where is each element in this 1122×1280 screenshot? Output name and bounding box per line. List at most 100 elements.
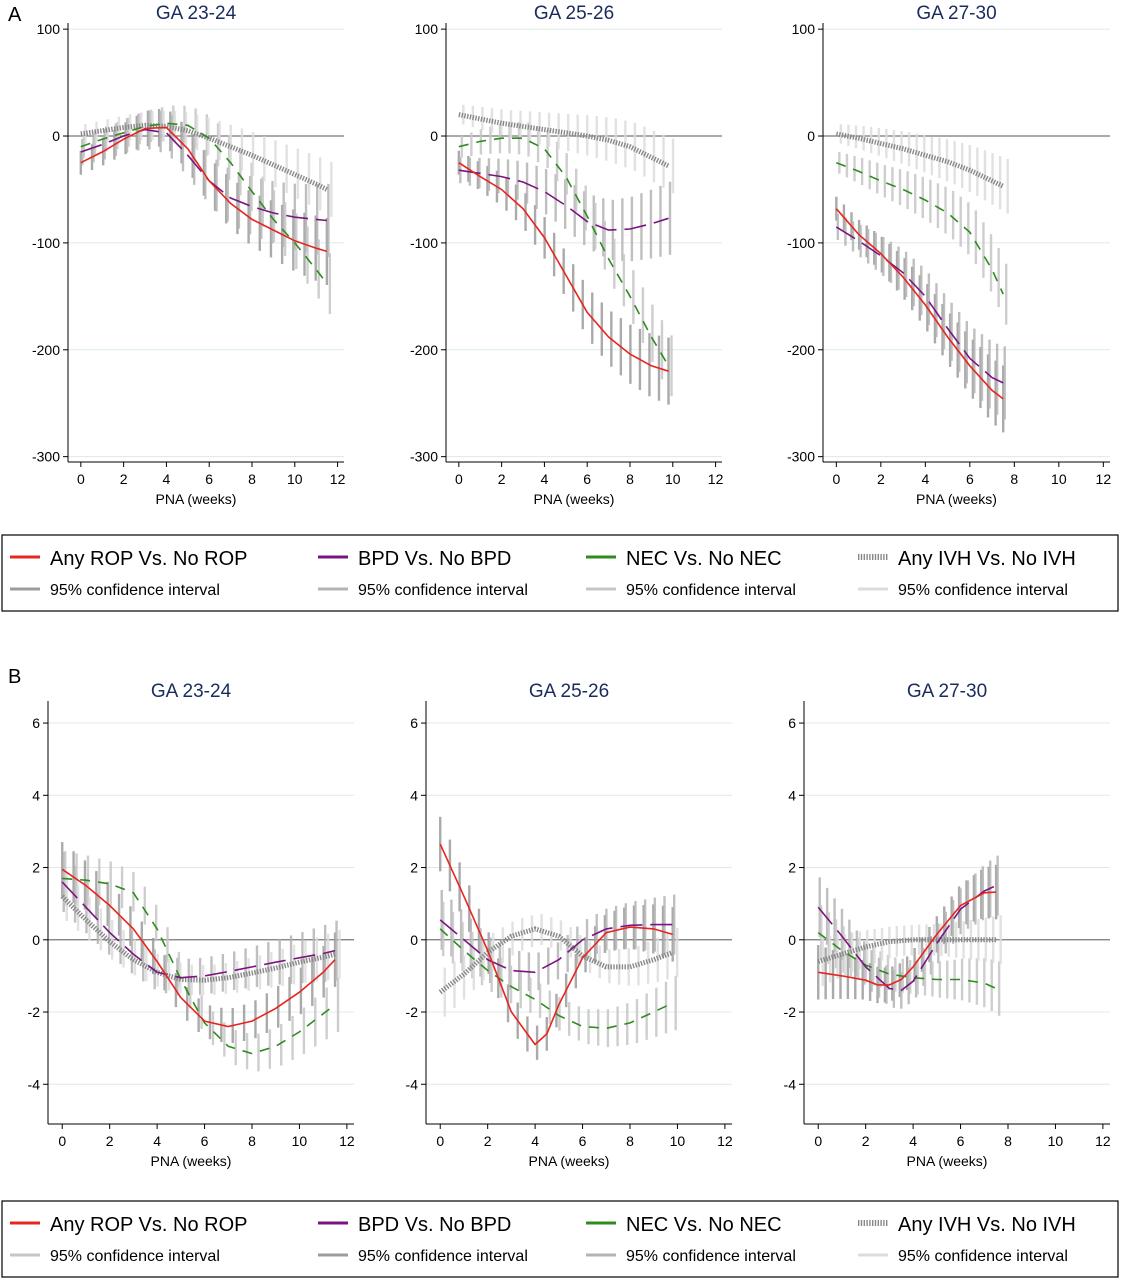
x-tick-label: 6 (966, 471, 974, 487)
y-tick-label: -200 (787, 342, 815, 358)
x-axis-label: PNA (weeks) (916, 491, 997, 507)
x-tick-label: 4 (153, 1133, 161, 1149)
chart-panel-1: 100 0 -100 -200 -300 0 2 4 6 8 10 12 GA 23-24 PNA (we… (32, 3, 346, 507)
x-tick-label: 0 (832, 471, 840, 487)
chart-panel-6: 6 4 2 0 -2 -4 0 2 4 6 8 10 12 GA 27-30 PNA (weeks) (784, 681, 1111, 1169)
series-line-rop (439, 843, 673, 1046)
series-line-nec (62, 877, 336, 1055)
x-tick-label: 8 (626, 471, 634, 487)
x-tick-label: 8 (1004, 1133, 1012, 1149)
x-tick-label: 0 (436, 1133, 444, 1149)
series-line-ivh (438, 926, 674, 995)
x-tick-label: 10 (665, 471, 681, 487)
y-tick-label: 4 (410, 787, 418, 803)
y-tick-label: 2 (32, 860, 40, 876)
legend-ci-label: 95% confidence interval (358, 1248, 528, 1265)
x-tick-label: 0 (58, 1133, 66, 1149)
y-tick-label: -200 (410, 342, 438, 358)
series-line-nec (458, 137, 670, 367)
series-line-rop (818, 891, 997, 986)
x-axis-label: PNA (weeks) (907, 1153, 988, 1169)
y-tick-label: -2 (784, 1004, 797, 1020)
series-line-ivh (60, 894, 336, 983)
x-tick-label: 6 (579, 1133, 587, 1149)
x-tick-label: 0 (77, 471, 85, 487)
y-tick-label: 4 (32, 787, 40, 803)
x-tick-label: 12 (330, 471, 346, 487)
x-tick-label: 2 (120, 471, 128, 487)
figure-panel-a-letter: A (8, 4, 22, 26)
y-tick-label: 0 (788, 932, 796, 948)
figure-panel-b-letter: B (8, 666, 22, 688)
x-axis-label: PNA (weeks) (151, 1153, 232, 1169)
x-tick-label: 0 (814, 1133, 822, 1149)
x-tick-label: 2 (484, 1133, 492, 1149)
x-tick-label: 12 (1096, 471, 1112, 487)
series-line-nec (80, 122, 328, 284)
chart-title: GA 27-30 (916, 3, 996, 24)
series-line-nec (439, 928, 674, 1030)
legend-label: Any IVH Vs. No IVH (898, 548, 1076, 570)
series-line-rop (835, 208, 1004, 400)
y-tick-label: 4 (788, 787, 796, 803)
legend-label: Any ROP Vs. No ROP (50, 1214, 247, 1236)
x-tick-label: 12 (708, 471, 724, 487)
y-tick-label: -100 (410, 235, 438, 251)
x-tick-label: 6 (957, 1133, 965, 1149)
y-tick-label: -300 (32, 449, 60, 465)
series-line-rop (61, 868, 336, 1028)
series-line-bpd (458, 169, 669, 231)
series-line-nec (836, 161, 1004, 295)
x-tick-label: 12 (339, 1133, 355, 1149)
x-axis-label: PNA (weeks) (529, 1153, 610, 1169)
y-tick-label: -200 (32, 342, 60, 358)
legend-label: BPD Vs. No BPD (358, 1214, 511, 1236)
y-tick-label: -4 (406, 1076, 419, 1092)
x-tick-label: 8 (248, 471, 256, 487)
x-tick-label: 6 (201, 1133, 209, 1149)
legend-ci-label: 95% confidence interval (358, 582, 528, 599)
y-tick-label: 6 (32, 715, 40, 731)
y-tick-label: 2 (788, 860, 796, 876)
y-tick-label: 0 (32, 932, 40, 948)
legend-panel-b: Any ROP Vs. No ROP 95% confidence interva… (1, 1200, 1119, 1278)
series-line-rop (458, 162, 669, 372)
y-tick-label: -100 (787, 235, 815, 251)
x-tick-label: 8 (248, 1133, 256, 1149)
y-tick-label: -2 (406, 1004, 419, 1020)
y-tick-label: -4 (28, 1076, 41, 1092)
series-line-nec (817, 931, 997, 990)
chart-panel-2: 100 0 -100 -200 -300 0 2 4 6 8 10 12 GA 25-26 PNA (we… (410, 3, 724, 507)
y-tick-label: 0 (430, 128, 438, 144)
x-tick-label: 12 (1095, 1133, 1111, 1149)
legend-label: BPD Vs. No BPD (358, 548, 511, 570)
legend-label: NEC Vs. No NEC (626, 1214, 782, 1236)
y-tick-label: 6 (410, 715, 418, 731)
legend-box (1, 1200, 1119, 1278)
y-tick-label: 0 (807, 128, 815, 144)
y-tick-label: 100 (792, 21, 816, 37)
chart-title: GA 25-26 (529, 681, 609, 702)
y-tick-label: 0 (410, 932, 418, 948)
chart-title: GA 23-24 (151, 681, 232, 702)
legend-panel-a: Any ROP Vs. No ROP 95% confidence interva… (1, 534, 1119, 612)
y-tick-label: 0 (52, 128, 60, 144)
chart-panel-3: 100 0 -100 -200 -300 0 2 4 6 8 10 12 GA 27-30 PNA (we… (787, 3, 1111, 507)
x-tick-label: 8 (626, 1133, 634, 1149)
legend-ci-label: 95% confidence interval (50, 1248, 220, 1265)
x-tick-label: 0 (455, 471, 463, 487)
x-axis-label: PNA (weeks) (156, 491, 237, 507)
chart-title: GA 25-26 (534, 3, 614, 24)
chart-panel-4: 6 4 2 0 -2 -4 0 2 4 6 8 10 12 GA 23-24 PNA (weeks) (28, 681, 355, 1169)
legend-label: Any ROP Vs. No ROP (50, 548, 247, 570)
y-tick-label: 6 (788, 715, 796, 731)
x-tick-label: 10 (292, 1133, 308, 1149)
chart-title: GA 27-30 (907, 681, 987, 702)
x-tick-label: 2 (498, 471, 506, 487)
x-tick-label: 10 (670, 1133, 686, 1149)
x-tick-label: 8 (1010, 471, 1018, 487)
legend-label: NEC Vs. No NEC (626, 548, 782, 570)
x-tick-label: 6 (583, 471, 591, 487)
series-line-ivh (80, 122, 329, 192)
